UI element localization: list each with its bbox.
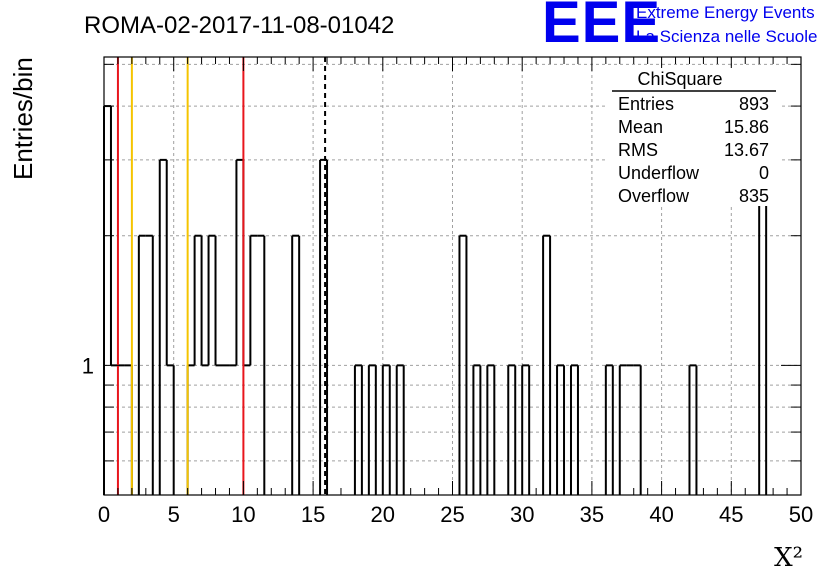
x-tick-label: 10 <box>231 502 255 527</box>
reference-lines <box>116 57 327 495</box>
stats-value-underflow: 0 <box>759 163 769 183</box>
x-tick-label: 45 <box>719 502 743 527</box>
logo-mark: EEE <box>542 0 661 55</box>
y-tick-label: 1 <box>82 353 94 378</box>
stats-value-overflow: 835 <box>739 186 769 206</box>
eee-logo: EEE Extreme Energy Events La Scienza nel… <box>542 0 817 55</box>
x-tick-label: 40 <box>649 502 673 527</box>
x-tick-label: 0 <box>98 502 110 527</box>
stats-label-mean: Mean <box>618 117 663 137</box>
stats-title: ChiSquare <box>637 69 722 89</box>
y-axis-label: Entries/bin <box>8 57 38 180</box>
axis-ticks <box>103 57 802 495</box>
stats-value-mean: 15.86 <box>724 117 769 137</box>
stats-rows: Entries 893 Mean 15.86 RMS 13.67 Underflow 0 Ove… <box>618 94 769 206</box>
x-tick-label: 15 <box>301 502 325 527</box>
x-tick-label: 25 <box>440 502 464 527</box>
logo-line-1: Extreme Energy Events <box>636 3 815 22</box>
x-tick-label: 50 <box>789 502 813 527</box>
x-tick-label: 20 <box>371 502 395 527</box>
stats-value-rms: 13.67 <box>724 140 769 160</box>
stats-value-entries: 893 <box>739 94 769 114</box>
chart-title: ROMA-02-2017-11-08-01042 <box>84 12 394 39</box>
stats-box: ChiSquare Entries 893 Mean 15.86 RMS 13.67 Und… <box>608 68 779 206</box>
x-tick-label: 35 <box>580 502 604 527</box>
stats-label-entries: Entries <box>618 94 674 114</box>
stats-label-rms: RMS <box>618 140 658 160</box>
x-axis-label: X² <box>774 543 803 572</box>
stats-label-overflow: Overflow <box>618 186 690 206</box>
x-tick-label: 30 <box>510 502 534 527</box>
stats-label-underflow: Underflow <box>618 163 700 183</box>
x-tick-labels: 0 5 10 15 20 25 30 35 40 45 50 <box>98 502 813 527</box>
x-tick-label: 5 <box>168 502 180 527</box>
logo-line-2: La Scienza nelle Scuole <box>636 27 817 46</box>
y-tick-labels: 1 <box>82 353 94 378</box>
